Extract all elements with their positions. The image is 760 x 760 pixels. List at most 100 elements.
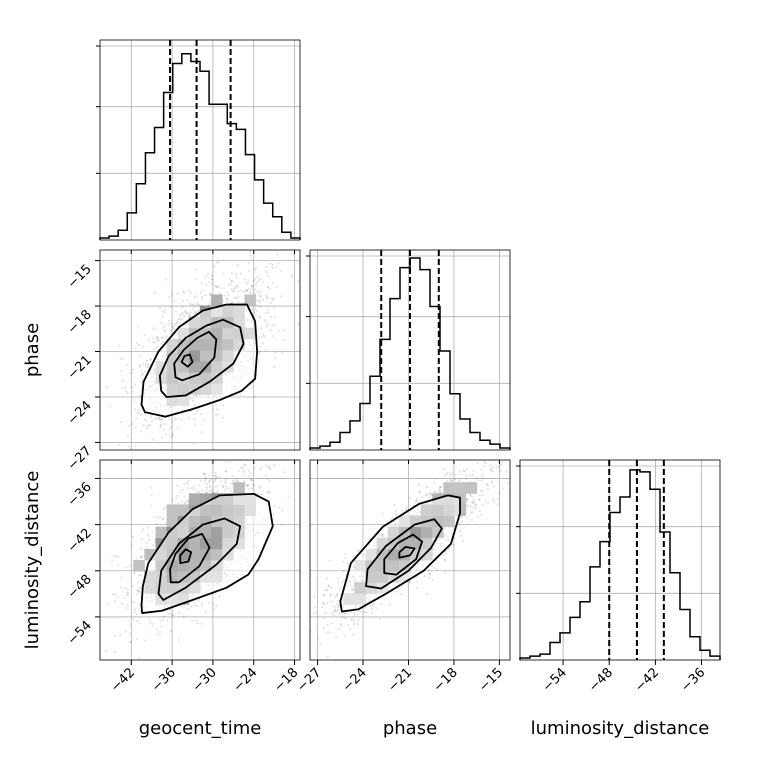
- histogram-luminosity-distance: [519, 469, 721, 660]
- sample-point: [165, 522, 168, 525]
- sample-point: [249, 254, 252, 257]
- sample-point: [265, 474, 268, 477]
- sample-point: [193, 487, 196, 490]
- sample-point: [208, 479, 211, 482]
- sample-point: [202, 472, 205, 475]
- sample-point: [235, 477, 238, 480]
- sample-point: [433, 567, 436, 570]
- sample-point: [204, 476, 207, 479]
- sample-point: [212, 603, 215, 606]
- sample-point: [157, 632, 160, 635]
- sample-point: [193, 303, 196, 306]
- sample-point: [140, 573, 143, 576]
- sample-point: [138, 622, 141, 625]
- sample-point: [144, 370, 147, 373]
- sample-point: [196, 410, 199, 413]
- sample-point: [254, 284, 257, 287]
- sample-point: [182, 299, 185, 302]
- sample-point: [245, 289, 248, 292]
- sample-point: [150, 416, 153, 419]
- sample-point: [244, 483, 247, 486]
- sample-point: [242, 474, 245, 477]
- sample-point: [140, 370, 143, 373]
- sample-point: [353, 612, 356, 615]
- sample-point: [218, 595, 221, 598]
- sample-point: [169, 629, 172, 632]
- sample-point: [123, 596, 126, 599]
- sample-point: [209, 294, 211, 297]
- sample-point: [257, 299, 260, 302]
- sample-point: [138, 574, 141, 577]
- sample-point: [189, 304, 192, 307]
- sample-point: [338, 628, 340, 631]
- sample-point: [136, 620, 139, 623]
- sample-point: [252, 280, 255, 282]
- sample-point: [273, 297, 276, 300]
- sample-point: [251, 487, 254, 490]
- sample-point: [157, 339, 160, 342]
- sample-point: [253, 292, 256, 295]
- sample-point: [236, 263, 239, 266]
- sample-point: [177, 502, 180, 505]
- sample-point: [193, 418, 196, 421]
- sample-point: [231, 290, 234, 293]
- sample-point: [257, 492, 260, 495]
- sample-point: [213, 265, 216, 268]
- sample-point: [130, 372, 133, 375]
- sample-point: [183, 315, 186, 318]
- sample-point: [254, 314, 257, 317]
- sample-point: [266, 478, 269, 481]
- sample-point: [180, 418, 183, 421]
- sample-point: [153, 292, 156, 295]
- sample-point: [205, 488, 208, 491]
- sample-point: [258, 290, 261, 293]
- sample-point: [181, 488, 184, 491]
- sample-point: [147, 365, 150, 368]
- sample-point: [251, 285, 254, 288]
- sample-point: [177, 639, 180, 642]
- sample-point: [195, 490, 198, 493]
- sample-point: [249, 250, 252, 253]
- density-bin: [166, 504, 179, 516]
- sample-point: [277, 243, 279, 245]
- sample-point: [259, 294, 262, 297]
- sample-point: [268, 262, 271, 265]
- sample-point: [189, 291, 192, 294]
- sample-point: [526, 443, 528, 445]
- sample-point: [213, 474, 216, 477]
- sample-point: [225, 470, 228, 473]
- sample-point: [315, 610, 318, 613]
- sample-point: [145, 365, 148, 368]
- sample-point: [156, 337, 159, 340]
- sample-point: [324, 588, 327, 591]
- sample-point: [192, 442, 195, 445]
- sample-point: [146, 427, 149, 430]
- density-bin: [188, 493, 201, 505]
- sample-point: [136, 592, 139, 595]
- sample-point: [163, 336, 166, 339]
- sample-point: [161, 335, 164, 338]
- sample-point: [159, 620, 162, 623]
- sample-point: [275, 286, 278, 289]
- sample-point: [248, 453, 250, 455]
- sample-point: [276, 253, 279, 256]
- sample-point: [121, 380, 124, 383]
- sample-point: [255, 304, 258, 307]
- sample-point: [218, 476, 221, 479]
- sample-point: [120, 369, 123, 372]
- sample-point: [199, 479, 202, 482]
- sample-point: [260, 466, 263, 469]
- sample-point: [273, 464, 276, 467]
- sample-point: [149, 358, 152, 361]
- sample-point: [132, 618, 135, 621]
- sample-point: [175, 323, 178, 326]
- sample-point: [141, 372, 144, 375]
- sample-point: [126, 604, 129, 607]
- sample-point: [226, 291, 229, 294]
- sample-point: [151, 622, 154, 625]
- density-bin: [155, 526, 168, 539]
- sample-point: [141, 538, 144, 541]
- sample-point: [161, 518, 164, 521]
- sample-point: [138, 365, 141, 368]
